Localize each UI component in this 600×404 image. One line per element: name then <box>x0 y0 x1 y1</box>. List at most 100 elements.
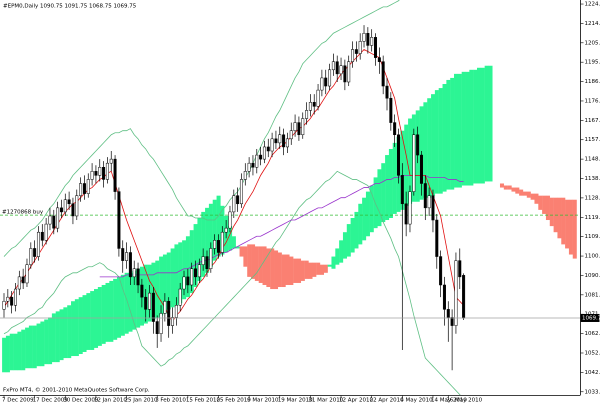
candle-body <box>343 65 347 83</box>
cloud-segment <box>201 211 206 277</box>
candle-body <box>216 240 220 253</box>
candle-body <box>331 61 335 71</box>
candle-body <box>224 227 228 233</box>
cloud-segment <box>193 224 198 288</box>
y-tick-label: 1090.70 <box>585 273 600 279</box>
x-tick-label: 25 Feb 2010 <box>216 398 251 404</box>
cloud-segment <box>312 262 317 277</box>
price-label: 1069.75 <box>582 315 600 321</box>
cloud-segment <box>339 240 344 263</box>
cloud-segment <box>97 287 102 346</box>
y-tick-label: 1224.40 <box>585 2 600 8</box>
candle-body <box>102 166 106 180</box>
candle-body <box>17 276 21 290</box>
cloud-segment <box>442 84 447 192</box>
candle-body <box>117 191 121 249</box>
candle-body <box>40 231 44 241</box>
cloud-segment <box>346 224 351 257</box>
candle-body <box>197 264 201 278</box>
candle-body <box>324 77 328 87</box>
cloud-segment <box>44 319 49 365</box>
candle-body <box>10 296 14 306</box>
cloud-segment <box>377 169 382 227</box>
cloud-segment <box>319 264 325 275</box>
cloud-segment <box>86 293 91 350</box>
cloud-segment <box>484 65 489 182</box>
candle-body <box>427 195 431 209</box>
candle-body <box>423 183 427 209</box>
cloud-segment <box>109 280 114 342</box>
candle-body <box>255 154 259 168</box>
cloud-segment <box>205 207 210 273</box>
cloud-segment <box>277 252 282 288</box>
cloud-segment <box>511 187 516 192</box>
candle-body <box>178 288 182 306</box>
cloud-segment <box>136 268 141 328</box>
candle-body <box>320 77 324 91</box>
x-tick-label: 12 Jan 2010 <box>94 398 127 404</box>
candle-body <box>293 122 297 131</box>
x-tick-label: 3 Feb 2010 <box>155 398 186 404</box>
cloud-segment <box>488 65 493 182</box>
cloud-segment <box>74 299 79 357</box>
candle-body <box>86 179 90 194</box>
candle-body <box>408 191 412 225</box>
candle-body <box>171 317 175 326</box>
candle-body <box>347 61 351 83</box>
candle-body <box>431 195 435 221</box>
candle-body <box>190 268 194 286</box>
candle-body <box>6 296 10 302</box>
candle-body <box>2 300 6 310</box>
cloud-segment <box>17 331 22 371</box>
cloud-segment <box>572 199 577 259</box>
cloud-segment <box>473 69 478 184</box>
candle-body <box>186 276 190 286</box>
candle-body <box>374 37 378 58</box>
candle-body <box>419 154 423 184</box>
cloud-segment <box>270 248 275 290</box>
x-tick-label: 26 May 2010 <box>446 398 482 404</box>
candle-body <box>220 231 224 253</box>
candle-body <box>201 256 205 265</box>
candle-body <box>132 268 136 278</box>
candle-body <box>48 215 52 225</box>
price-label-box <box>580 313 600 322</box>
cloud-segment <box>247 244 252 277</box>
candle-body <box>33 248 37 257</box>
cloud-segment <box>438 88 443 194</box>
candle-body <box>435 219 439 257</box>
cloud-segment <box>82 295 87 352</box>
candle-body <box>354 49 358 54</box>
x-tick-label: 19 Mar 2010 <box>278 398 313 404</box>
candle-body <box>25 264 29 284</box>
cloud-segment <box>350 217 355 253</box>
cloud-segment <box>251 244 256 279</box>
cloud-segment <box>304 260 309 279</box>
candle-body <box>136 268 140 286</box>
candle-body <box>113 158 117 192</box>
cloud-segment <box>71 301 76 357</box>
candle-body <box>98 166 102 176</box>
cloud-segment <box>254 246 259 281</box>
candle-body <box>308 102 312 111</box>
cloud-segment <box>327 264 332 267</box>
candle-body <box>312 102 316 107</box>
candle-body <box>301 118 305 136</box>
cloud-segment <box>293 258 298 283</box>
cloud-segment <box>132 270 137 330</box>
cloud-segment <box>243 246 248 267</box>
cloud-segment <box>549 197 554 227</box>
candle-body <box>389 97 393 123</box>
x-tick-label: 9 Mar 2010 <box>247 398 279 404</box>
candle-body <box>148 292 152 310</box>
y-tick-label: 1100.25 <box>585 254 600 260</box>
y-tick-label: 1195.75 <box>585 60 600 66</box>
y-tick-label: 1081.15 <box>585 292 600 298</box>
cloud-segment <box>300 260 305 281</box>
cloud-segment <box>105 282 110 342</box>
cloud-segment <box>67 305 72 359</box>
cloud-segment <box>381 163 386 223</box>
candle-body <box>305 110 309 119</box>
candle-body <box>167 300 171 326</box>
candle-body <box>335 61 339 75</box>
